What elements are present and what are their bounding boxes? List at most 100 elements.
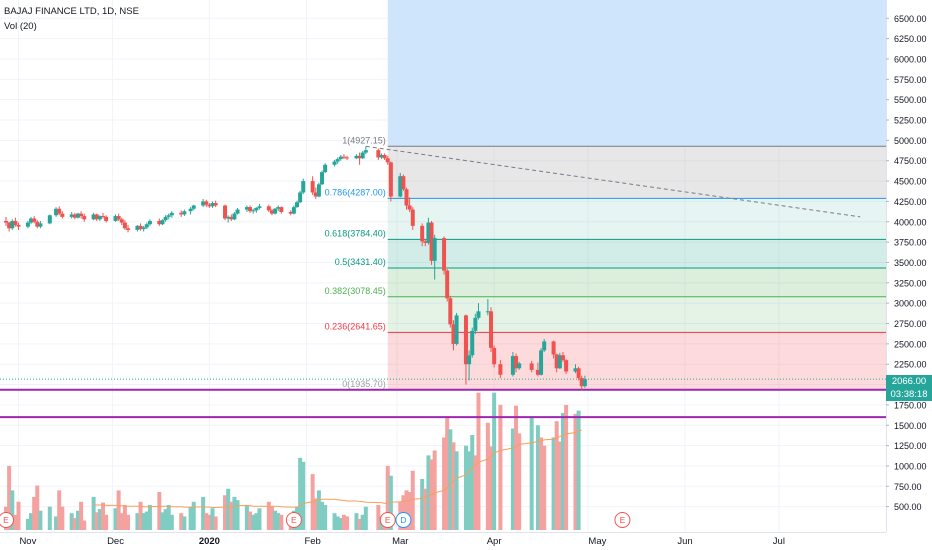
time-tick-label: Nov: [19, 536, 36, 547]
volume-bar: [126, 514, 131, 530]
volume-bar: [169, 514, 174, 530]
price-tick-label: 3750.00: [894, 238, 927, 248]
candle-body: [382, 155, 387, 159]
candle-body: [388, 162, 393, 197]
symbol-title[interactable]: BAJAJ FINANCE LTD, 1D, NSE: [4, 6, 139, 17]
volume-bar: [357, 518, 362, 530]
volume-bar: [25, 518, 30, 530]
candle-body: [4, 220, 8, 223]
volume-bar: [113, 508, 118, 530]
volume-bar: [10, 490, 15, 530]
candle-body: [29, 218, 34, 223]
candle-body: [517, 363, 522, 369]
volume-bar: [323, 505, 328, 530]
volume-bar: [157, 492, 162, 530]
candle-body: [138, 225, 143, 230]
volume-bar: [564, 404, 569, 530]
candle-body: [492, 347, 497, 365]
candle-body: [204, 201, 209, 205]
fib-zone: [387, 296, 886, 333]
candle-body: [232, 213, 237, 220]
time-axis: Nov Dec 2020 Feb Mar Apr May Jun Jul: [0, 532, 932, 550]
volume-bar: [442, 437, 447, 530]
volume-bar: [210, 508, 215, 530]
candle-body: [576, 368, 581, 379]
candle-body: [535, 369, 540, 375]
candle-body: [101, 216, 105, 218]
volume-bar: [517, 433, 522, 530]
candle-body: [582, 379, 587, 387]
candle-body: [345, 157, 350, 159]
candle-body: [116, 216, 121, 220]
candle-body: [554, 354, 559, 369]
event-marker-label: E: [3, 515, 9, 525]
candle-body: [210, 203, 215, 207]
fib-zone: [387, 198, 886, 240]
volume-bar: [529, 417, 534, 530]
volume-bar: [420, 478, 425, 530]
candle-body: [473, 317, 478, 331]
candle-body: [254, 207, 259, 211]
price-tick-label: 6000.00: [894, 54, 927, 64]
candle-body: [313, 192, 318, 197]
volume-bar: [426, 455, 431, 530]
price-tick-label: 1500.00: [894, 421, 927, 431]
time-tick-label: Dec: [107, 536, 124, 547]
price-tick-label: 4000.00: [894, 217, 927, 227]
volume-bar: [301, 461, 306, 530]
volume-bar: [557, 441, 562, 530]
price-tick-label: 4250.00: [894, 197, 927, 207]
volume-bar: [345, 516, 350, 530]
volume-bar: [551, 437, 556, 530]
candle-body: [72, 214, 77, 218]
volume-bar: [448, 429, 453, 530]
volume-indicator-label[interactable]: Vol (20): [4, 21, 37, 32]
price-tick-label: 750.00: [894, 482, 922, 492]
volume-bar: [104, 514, 109, 530]
volume-bar: [316, 490, 321, 530]
volume-bar: [423, 488, 428, 530]
price-tick-label: 2750.00: [894, 319, 927, 329]
volume-bar: [116, 490, 121, 530]
candle-body: [141, 227, 146, 230]
volume-bar: [119, 513, 124, 530]
price-axis-bg: [886, 0, 932, 550]
volume-bar: [410, 470, 415, 530]
candle-body: [201, 201, 206, 206]
candle-body: [47, 215, 52, 224]
candle-body: [291, 207, 296, 214]
volume-bar: [79, 501, 84, 530]
volume-bar: [160, 512, 165, 530]
volume-bar: [404, 490, 409, 530]
candle-body: [498, 364, 503, 375]
time-tick-label: Mar: [392, 536, 408, 547]
candle-body: [357, 155, 362, 159]
event-marker: [285, 512, 302, 528]
candle-body: [16, 225, 21, 227]
candle-body: [288, 212, 293, 214]
candle-body: [226, 216, 231, 219]
candle-body: [163, 216, 168, 221]
volume-bar: [360, 514, 365, 530]
candle-body: [235, 209, 240, 214]
volume-bar: [279, 514, 284, 530]
volume-bar: [213, 516, 218, 530]
candle-body: [332, 161, 337, 165]
volume-bar: [573, 413, 578, 530]
candle-body: [57, 208, 62, 214]
candle-body: [448, 298, 453, 325]
volume-bar: [313, 498, 318, 530]
candle-body: [122, 222, 127, 229]
price-tick-label: 5250.00: [894, 116, 927, 126]
volume-bar: [94, 512, 99, 530]
volume-bar: [75, 510, 80, 530]
candle-body: [335, 159, 340, 162]
volume-bar: [54, 516, 59, 530]
candle-body: [160, 220, 165, 225]
volume-bar: [204, 513, 209, 530]
candle-body: [410, 209, 415, 226]
volume-bar: [69, 513, 74, 530]
price-tick-label: 1250.00: [894, 441, 927, 451]
fib-upper-zone: [387, 0, 886, 147]
